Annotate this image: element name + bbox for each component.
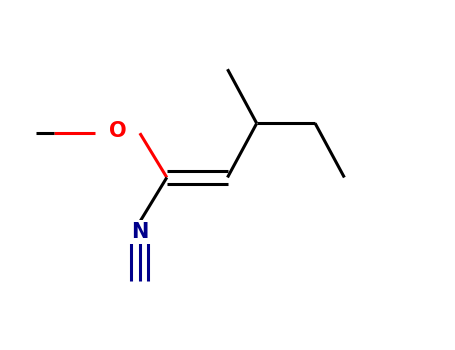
Text: N: N [131, 222, 148, 242]
Text: O: O [109, 121, 126, 141]
